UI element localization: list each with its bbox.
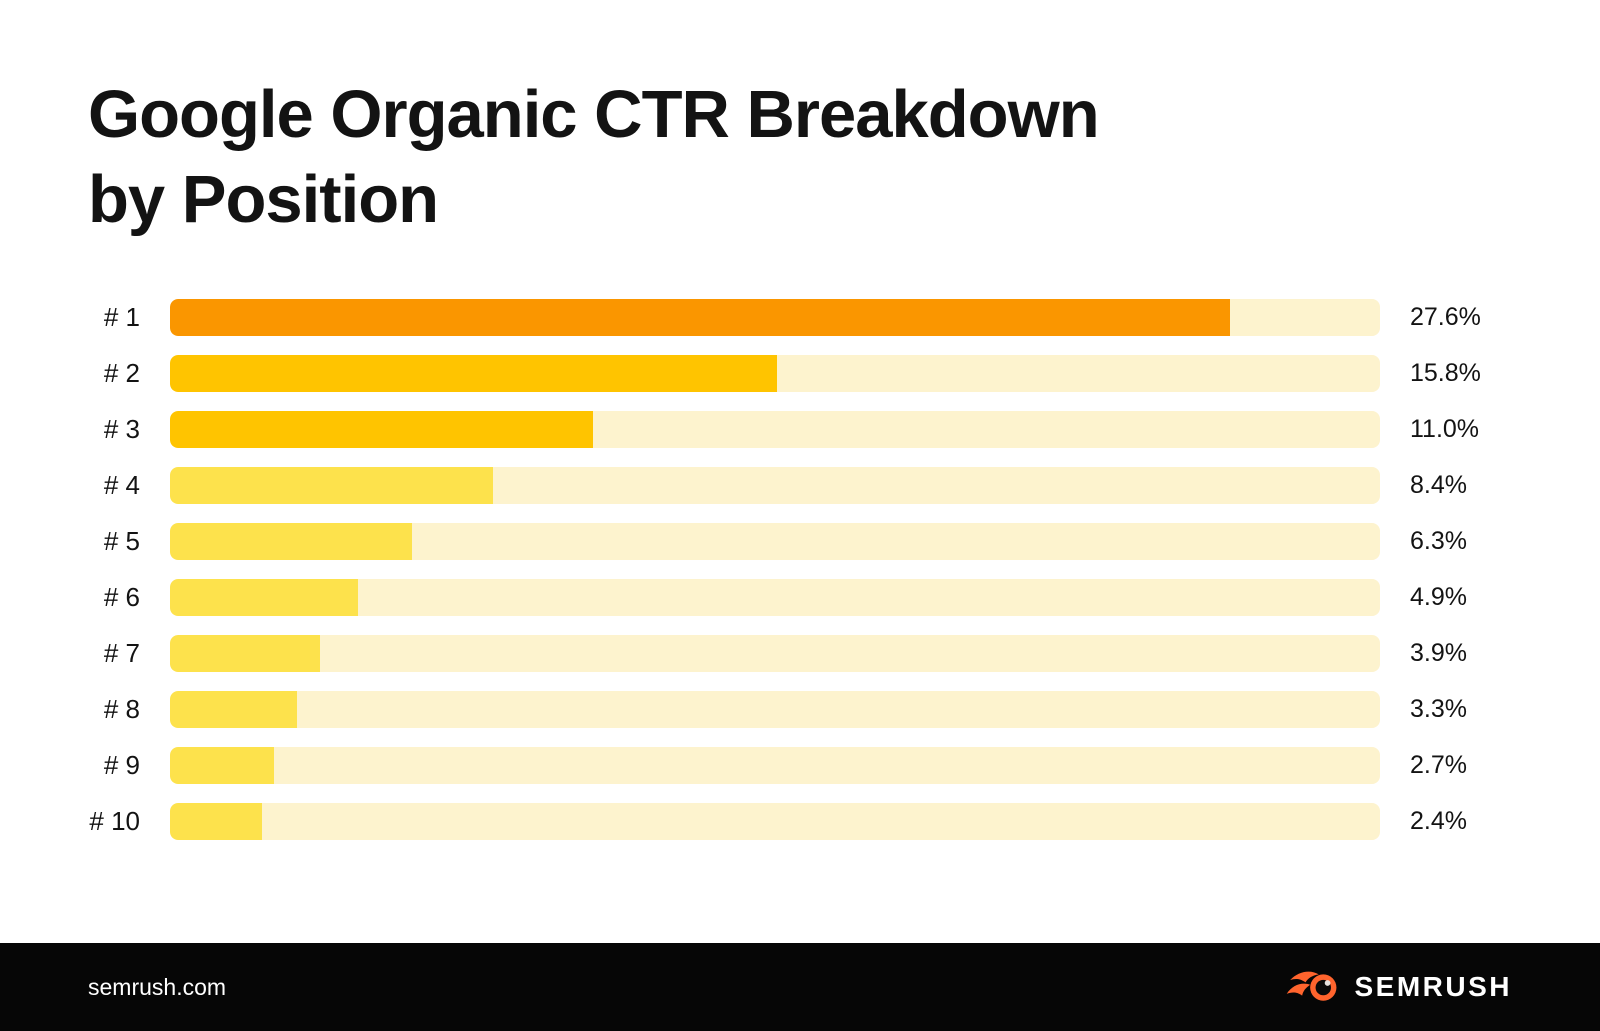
bar-fill <box>170 691 297 728</box>
position-label: # 6 <box>103 582 140 612</box>
chart-row: # 2 15.8% <box>88 355 1510 392</box>
semrush-logo: SEMRUSH <box>1284 967 1512 1007</box>
bar-fill <box>170 299 1231 336</box>
bar-fill <box>170 523 412 560</box>
bar-fill <box>170 635 320 672</box>
bar-fill <box>170 411 593 448</box>
page-title-line-1: Google Organic CTR Breakdown <box>88 77 1100 152</box>
footer-site-url: semrush.com <box>88 973 227 1000</box>
bar-fill <box>170 803 263 840</box>
bar-track <box>170 467 1380 504</box>
bar-track <box>170 411 1380 448</box>
ctr-value-label: 2.7% <box>1410 751 1467 779</box>
position-label: # 5 <box>103 526 140 556</box>
chart-row: # 9 2.7% <box>88 747 1510 784</box>
bar-track <box>170 747 1380 784</box>
ctr-value-label: 3.9% <box>1410 639 1467 667</box>
chart-row: # 4 8.4% <box>88 467 1510 504</box>
bar-fill <box>170 579 359 616</box>
page-title: Google Organic CTR Breakdown by Position <box>88 72 1100 242</box>
ctr-value-label: 6.3% <box>1410 527 1467 555</box>
chart-row: # 10 2.4% <box>88 803 1510 840</box>
ctr-value-label: 15.8% <box>1410 359 1481 387</box>
bar-track <box>170 355 1380 392</box>
bar-fill <box>170 467 493 504</box>
position-label: # 1 <box>103 302 140 332</box>
position-label: # 8 <box>103 694 140 724</box>
semrush-wordmark: SEMRUSH <box>1354 971 1512 1002</box>
bar-track <box>170 523 1380 560</box>
ctr-value-label: 3.3% <box>1410 695 1467 723</box>
chart-row: # 1 27.6% <box>88 299 1510 336</box>
ctr-value-label: 11.0% <box>1410 415 1480 443</box>
page-title-line-2: by Position <box>88 162 439 237</box>
bar-track <box>170 635 1380 672</box>
bar-fill <box>170 747 274 784</box>
bar-track <box>170 691 1380 728</box>
footer: semrush.com SEMRUSH <box>0 943 1600 1031</box>
chart-row: # 7 3.9% <box>88 635 1510 672</box>
bar-chart: # 1 27.6% # 2 15.8% # 3 11.0% # 4 8.4% # 5 6.3% # … <box>88 299 1510 840</box>
position-label: # 10 <box>89 806 140 836</box>
ctr-value-label: 27.6% <box>1410 303 1481 331</box>
position-label: # 3 <box>103 414 140 444</box>
chart-row: # 5 6.3% <box>88 523 1510 560</box>
position-label: # 9 <box>103 750 140 780</box>
position-label: # 2 <box>103 358 140 388</box>
chart-row: # 3 11.0% <box>88 411 1510 448</box>
position-label: # 7 <box>103 638 140 668</box>
position-label: # 4 <box>103 470 140 500</box>
chart-row: # 6 4.9% <box>88 579 1510 616</box>
ctr-value-label: 8.4% <box>1410 471 1467 499</box>
bar-fill <box>170 355 777 392</box>
ctr-value-label: 4.9% <box>1410 583 1467 611</box>
bar-track <box>170 299 1380 336</box>
chart-row: # 8 3.3% <box>88 691 1510 728</box>
bar-track <box>170 579 1380 616</box>
semrush-fireball-icon <box>1284 967 1342 1007</box>
ctr-value-label: 2.4% <box>1410 807 1467 835</box>
bar-track <box>170 803 1380 840</box>
